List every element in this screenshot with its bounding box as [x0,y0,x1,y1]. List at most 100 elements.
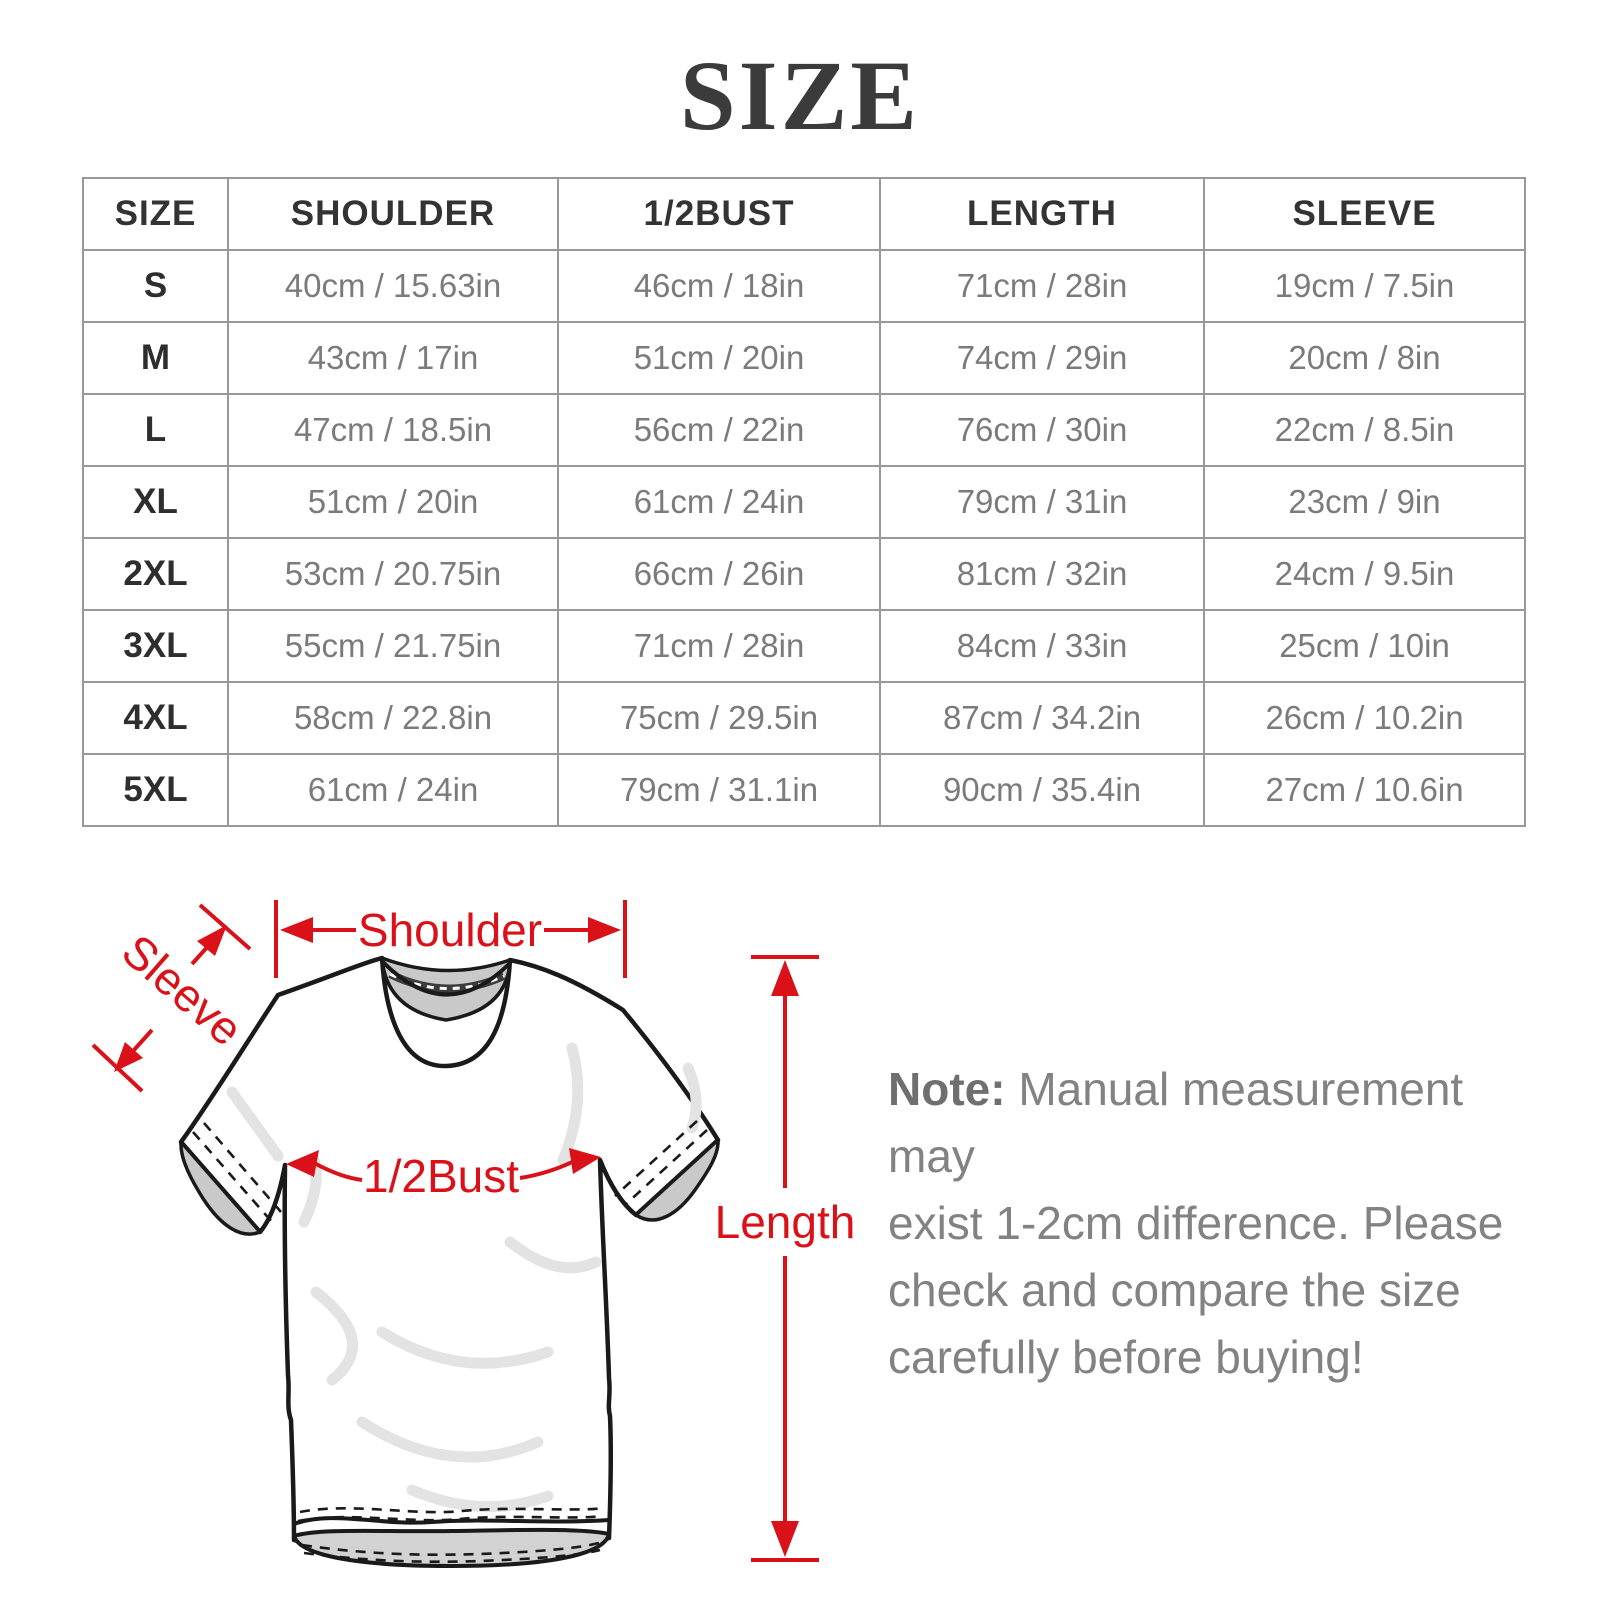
sleeve-cell: 24cm / 9.5in [1203,537,1526,611]
note-line-1-text: Manual measurement may [888,1063,1464,1182]
size-label-cell: 2XL [82,537,229,611]
length-cell: 76cm / 30in [879,393,1205,467]
bottom-hem-stitch-1 [299,1506,605,1514]
half-bust-cell: 71cm / 28in [557,609,881,683]
size-table-body: S 40cm / 15.63in 46cm / 18in 71cm / 28in… [82,249,1526,827]
shoulder-cell: 58cm / 22.8in [227,681,559,755]
right-sleeve-stitch [624,1129,708,1206]
size-label-cell: L [82,393,229,467]
tshirt-drawing [178,955,721,1568]
note-text: Note: Manual measurement may exist 1-2cm… [888,1056,1508,1391]
size-label-cell: 3XL [82,609,229,683]
length-cell: 71cm / 28in [879,249,1205,323]
table-row: M 43cm / 17in 51cm / 20in 74cm / 29in 20… [82,321,1526,395]
right-sleeve-hem [634,1138,720,1222]
length-cell: 81cm / 32in [879,537,1205,611]
sleeve-cell: 23cm / 9in [1203,465,1526,539]
header-row: SIZE SHOULDER 1/2BUST LENGTH SLEEVE [82,177,1526,251]
tshirt-body [178,955,721,1555]
length-cell: 87cm / 34.2in [879,681,1205,755]
note-line-3: check and compare the size [888,1264,1461,1316]
bottom-hem-stitch-3 [301,1540,603,1557]
length-arrow-up [771,960,799,996]
length-label: Length [715,1196,856,1248]
right-sleeve-stitch-2 [614,1120,698,1197]
sleeve-dimension: Sleeve [91,903,253,1093]
sleeve-cell: 19cm / 7.5in [1203,249,1526,323]
note-label: Note: [888,1063,1006,1115]
sleeve-cell: 27cm / 10.6in [1203,753,1526,827]
note-line-2: exist 1-2cm difference. Please [888,1197,1504,1249]
half-bust-dimension: 1/2Bust [286,1148,601,1202]
sleeve-lower-arrow-line [132,1028,154,1052]
bust-arrow-left [286,1150,319,1177]
length-cell: 74cm / 29in [879,321,1205,395]
half-bust-cell: 46cm / 18in [557,249,881,323]
table-row: L 47cm / 18.5in 56cm / 22in 76cm / 30in … [82,393,1526,467]
column-header: LENGTH [879,177,1205,251]
shoulder-label: Shoulder [358,904,542,956]
half-bust-cell: 56cm / 22in [557,393,881,467]
column-header: 1/2BUST [557,177,881,251]
length-cell: 84cm / 33in [879,609,1205,683]
bottom-hem-stitch-2 [297,1514,603,1523]
sleeve-cell: 22cm / 8.5in [1203,393,1526,467]
sleeve-lower-tick [91,1043,144,1093]
size-label-cell: M [82,321,229,395]
page-title: SIZE [680,40,920,151]
table-row: 3XL 55cm / 21.75in 71cm / 28in 84cm / 33… [82,609,1526,683]
note-line-1: Note: Manual measurement may [888,1056,1508,1190]
sleeve-cell: 25cm / 10in [1203,609,1526,683]
size-label-cell: 4XL [82,681,229,755]
column-header: SIZE [82,177,229,251]
shoulder-cell: 61cm / 24in [227,753,559,827]
length-cell: 90cm / 35.4in [879,753,1205,827]
bust-line-right [519,1160,573,1180]
bust-line-left [313,1161,363,1182]
sleeve-label: Sleeve [112,924,252,1056]
table-row: XL 51cm / 20in 61cm / 24in 79cm / 31in 2… [82,465,1526,539]
table-row: 4XL 58cm / 22.8in 75cm / 29.5in 87cm / 3… [82,681,1526,755]
fabric-wrinkles [226,1042,702,1513]
shoulder-arrow-right [588,917,621,943]
size-label-cell: XL [82,465,229,539]
half-bust-cell: 79cm / 31.1in [557,753,881,827]
size-label-cell: S [82,249,229,323]
column-header: SLEEVE [1203,177,1526,251]
shoulder-arrow-left [280,917,313,943]
length-dimension: Length [715,955,856,1562]
table-row: 2XL 53cm / 20.75in 66cm / 26in 81cm / 32… [82,537,1526,611]
half-bust-cell: 75cm / 29.5in [557,681,881,755]
bottom-hem-stitch-4 [303,1548,601,1564]
half-bust-cell: 66cm / 26in [557,537,881,611]
sleeve-upper-arrowhead [197,925,227,956]
collar-band-edge [381,960,511,997]
half-bust-cell: 51cm / 20in [557,321,881,395]
shoulder-cell: 55cm / 21.75in [227,609,559,683]
bust-arrow-right [569,1148,601,1174]
shoulder-cell: 47cm / 18.5in [227,393,559,467]
left-sleeve-hem [179,1140,262,1236]
left-sleeve-stitch-2 [203,1122,282,1213]
size-table: SIZE SHOULDER 1/2BUST LENGTH SLEEVE S 40cm /… [82,177,1526,827]
shoulder-dimension: Shoulder [274,900,627,978]
table-row: S 40cm / 15.63in 46cm / 18in 71cm / 28in… [82,249,1526,323]
size-table-header: SIZE SHOULDER 1/2BUST LENGTH SLEEVE [82,177,1526,251]
shoulder-cell: 43cm / 17in [227,321,559,395]
length-cell: 79cm / 31in [879,465,1205,539]
shoulder-cell: 40cm / 15.63in [227,249,559,323]
tshirt-measurement-diagram: Shoulder Sleeve 1/2Bust Length [91,900,856,1568]
table-row: 5XL 61cm / 24in 79cm / 31.1in 90cm / 35.… [82,753,1526,827]
sleeve-lower-arrowhead [114,1042,143,1072]
shoulder-cell: 53cm / 20.75in [227,537,559,611]
sleeve-cell: 26cm / 10.2in [1203,681,1526,755]
size-label-cell: 5XL [82,753,229,827]
shoulder-cell: 51cm / 20in [227,465,559,539]
left-sleeve-stitch [192,1131,273,1223]
half-bust-label: 1/2Bust [363,1150,519,1202]
note-line-4: carefully before buying! [888,1331,1364,1383]
sleeve-cell: 20cm / 8in [1203,321,1526,395]
column-header: SHOULDER [227,177,559,251]
length-arrow-down [771,1521,799,1557]
